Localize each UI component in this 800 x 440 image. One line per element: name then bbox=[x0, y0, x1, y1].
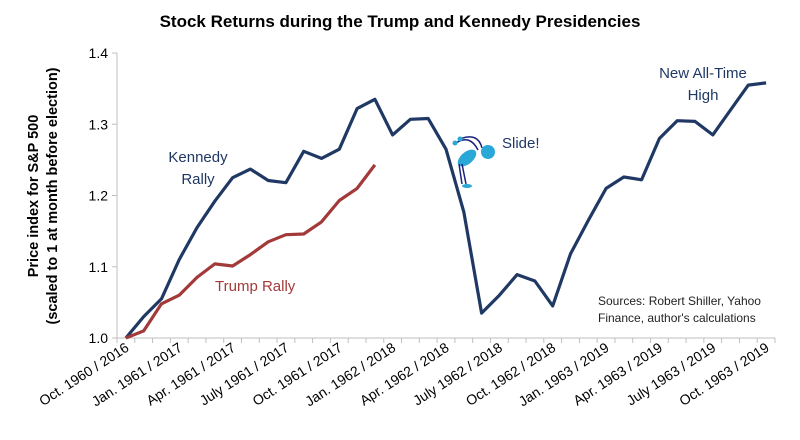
chart-title: Stock Returns during the Trump and Kenne… bbox=[160, 12, 641, 31]
all-time-high-line1: New All-Time bbox=[659, 65, 747, 82]
y-tick-label: 1.4 bbox=[89, 45, 109, 61]
x-tick-label: Jan. 1963 / 2019 bbox=[515, 339, 611, 409]
y-tick-label: 1.2 bbox=[89, 188, 109, 204]
x-tick-label: Jan. 1962 / 2018 bbox=[302, 339, 398, 409]
slide-label: Slide! bbox=[502, 135, 540, 152]
sources-line1: Sources: Robert Shiller, Yahoo bbox=[598, 294, 761, 308]
x-tick-label: Oct. 1963 / 2019 bbox=[676, 339, 772, 409]
x-tick-label: Apr. 1962 / 2018 bbox=[357, 339, 452, 408]
sliding-figure-icon bbox=[452, 136, 495, 188]
x-tick-label: Oct. 1961 / 2017 bbox=[249, 339, 345, 409]
x-tick-label: July 1961 / 2017 bbox=[197, 339, 292, 408]
y-tick-label: 1.0 bbox=[89, 330, 109, 346]
kennedy-rally-line bbox=[124, 81, 767, 340]
x-tick-label: Jan. 1961 / 2017 bbox=[89, 339, 185, 409]
y-tick-label: 1.3 bbox=[89, 116, 109, 132]
sources-line2: Finance, author's calculations bbox=[598, 311, 756, 325]
kennedy-label-line2: Rally bbox=[181, 171, 215, 188]
trump-rally-line bbox=[125, 163, 377, 340]
y-axis-label-line1: Price index for S&P 500 bbox=[26, 115, 42, 278]
x-tick-label: Apr. 1963 / 2019 bbox=[570, 339, 665, 408]
trump-label: Trump Rally bbox=[215, 278, 296, 295]
y-axis-label: Price index for S&P 500 (scaled to 1 at … bbox=[26, 67, 61, 324]
x-tick-label: Apr. 1961 / 2017 bbox=[143, 339, 238, 408]
all-time-high-line2: High bbox=[688, 87, 719, 104]
x-tick-label: Oct. 1960 / 2016 bbox=[36, 339, 132, 409]
kennedy-label-line1: Kennedy bbox=[168, 149, 228, 166]
y-axis-label-line2: (scaled to 1 at month before election) bbox=[45, 67, 61, 324]
x-tick-label: July 1962 / 2018 bbox=[410, 339, 505, 408]
x-tick-label: Oct. 1962 / 2018 bbox=[463, 339, 559, 409]
y-tick-label: 1.1 bbox=[89, 259, 109, 275]
x-tick-label: July 1963 / 2019 bbox=[624, 339, 719, 408]
